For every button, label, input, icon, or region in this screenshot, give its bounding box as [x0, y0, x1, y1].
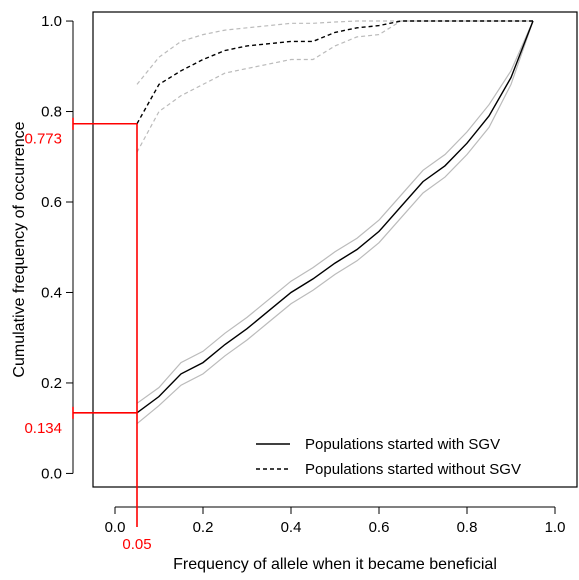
x-axis-title: Frequency of allele when it became benef… [173, 556, 497, 573]
x-tick-label: 0.6 [369, 519, 390, 536]
series-0-ci-upper-line [136, 20, 534, 404]
plot-frame [92, 11, 578, 488]
y-tick-label: 0.6 [41, 194, 62, 211]
x-tick-label: 0.0 [105, 519, 126, 536]
legend-label-0: Populations started with SGV [305, 436, 500, 453]
y-axis-title: Cumulative frequency of occurrence [11, 121, 28, 377]
x-tick-label: 0.8 [457, 519, 478, 536]
y-tick-label: 0.8 [41, 104, 62, 121]
y-tick-label: 0.2 [41, 375, 62, 392]
series-1-ci-upper-line [136, 20, 533, 85]
confidence-bands [136, 20, 534, 425]
series-0-ci-lower-line [136, 20, 534, 425]
series-1-ci-lower-line [136, 20, 533, 153]
series-lines [136, 20, 534, 414]
series-0-line [136, 20, 534, 414]
annotations: 0.05 0.773 0.134 [24, 117, 152, 553]
legend: Populations started with SGV Populations … [256, 436, 521, 478]
y-tick-label: 0.4 [41, 284, 62, 301]
x-tick-label: 1.0 [545, 519, 566, 536]
axes: 0.0 0.2 0.4 0.6 0.8 1.0 0.0 0.2 0.4 0.6 0.8 1.0 [41, 13, 565, 536]
y-tick-label: 0.0 [41, 465, 62, 482]
legend-label-1: Populations started without SGV [305, 461, 521, 478]
x-tick-label: 0.2 [193, 519, 214, 536]
annotation-y-label: 0.773 [24, 131, 62, 148]
series-1-line [136, 20, 533, 125]
annotation-y-label: 0.134 [24, 420, 62, 437]
annotation-x-label: 0.05 [122, 536, 151, 553]
y-tick-label: 1.0 [41, 13, 62, 30]
x-tick-label: 0.4 [281, 519, 302, 536]
